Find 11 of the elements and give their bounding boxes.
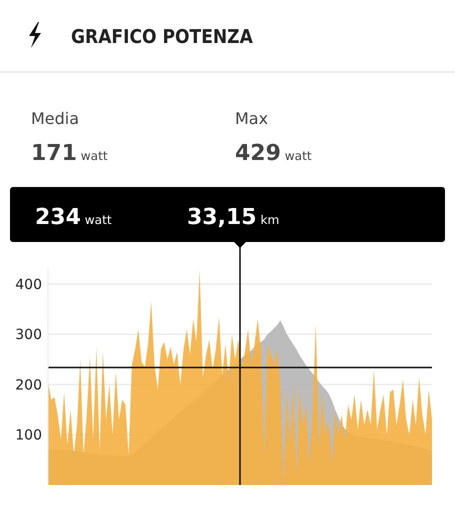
chart-title: GRAFICO POTENZA [71, 26, 254, 48]
text: Max [235, 109, 268, 128]
y-tick-label: 100 [15, 428, 42, 444]
text: 429 watt [235, 141, 312, 166]
text: 234 watt [35, 205, 112, 230]
text: 33,15 km [187, 205, 280, 230]
text: Media [31, 109, 80, 128]
y-tick-label: 300 [15, 327, 42, 344]
text: 171 watt [31, 141, 108, 166]
y-tick-label: 200 [15, 377, 42, 394]
y-tick-label: 400 [15, 276, 42, 293]
